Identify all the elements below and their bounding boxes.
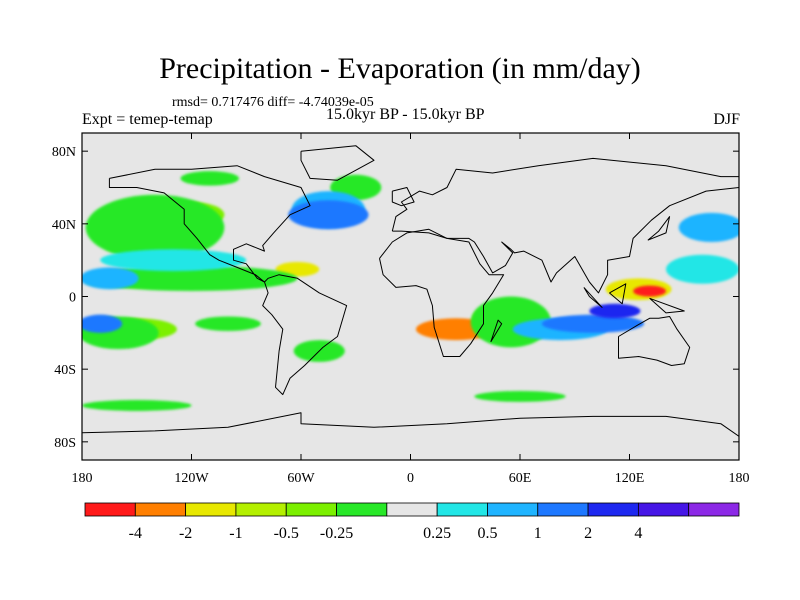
field-region: [100, 249, 247, 272]
plot-title: Precipitation - Evaporation (in mm/day): [159, 52, 641, 85]
colorbar-swatch: [487, 502, 539, 517]
colorbar-swatch: [134, 502, 187, 517]
coastline-layer: [82, 145, 739, 437]
colorbar-swatch: [436, 502, 488, 517]
colorbar-label: -0.25: [320, 525, 353, 542]
coastline: [583, 287, 603, 308]
field-region: [666, 254, 739, 284]
colorbar-swatch: [386, 502, 438, 517]
lon-tick-label: 180: [729, 471, 750, 486]
field-region: [85, 265, 298, 292]
lat-tick-label: 80S: [54, 436, 76, 451]
coastline: [649, 297, 685, 314]
coastline: [379, 228, 505, 357]
colorbar-label: -0.5: [274, 525, 299, 542]
coastline: [618, 316, 691, 366]
colorbar-swatch: [688, 502, 740, 517]
colorbar-swatch: [637, 502, 690, 517]
field-region: [82, 267, 139, 290]
period-label: 15.0kyr BP - 15.0kyr BP: [326, 106, 485, 123]
lon-tick-label: 120W: [174, 471, 209, 486]
colorbar-swatch: [285, 502, 337, 517]
colorbar-label: -1: [229, 525, 242, 542]
lon-tick-label: 60W: [287, 471, 315, 486]
stats-label: rmsd= 0.717476 diff= -4.74039e-05: [172, 95, 374, 110]
lat-tick-label: 80N: [52, 145, 76, 160]
colorbar-label: -2: [179, 525, 192, 542]
colorbar-swatch: [235, 502, 287, 517]
colorbar-label: 0.25: [423, 525, 451, 542]
field-region: [633, 285, 666, 297]
field-region: [85, 194, 225, 261]
field-region: [474, 390, 566, 402]
field-region: [589, 303, 641, 319]
expt-label: Expt = temep-temap: [82, 111, 213, 128]
colorbar-label: 1: [534, 525, 542, 542]
lat-tick-label: 40N: [52, 218, 76, 233]
colorbar: -4 -2 -1 -0.5 -0.25 0.25 0.5 1 2 4: [84, 502, 740, 542]
field-region: [82, 400, 192, 411]
field-region: [288, 200, 369, 230]
lon-tick-label: 120E: [615, 471, 645, 486]
field-region: [644, 231, 688, 253]
field-region: [678, 212, 739, 242]
colorbar-label: 0.5: [477, 525, 497, 542]
lat-tick-label: 0: [69, 291, 76, 306]
coastline: [391, 187, 415, 207]
coastline: [647, 216, 671, 241]
colorbar-swatch: [336, 502, 388, 517]
coastline: [300, 145, 375, 181]
colorbar-label: 4: [634, 525, 642, 542]
field-region: [195, 316, 261, 332]
coastline: [82, 412, 739, 437]
lon-tick-label: 60E: [509, 471, 532, 486]
colorbar-swatch: [587, 502, 639, 517]
axis-ticks: 80N 40N 0 40S 80S 180 120W 60W 0 60E 120E 180: [52, 133, 750, 486]
field-region: [541, 314, 645, 333]
field-region: [82, 314, 123, 333]
coastline: [609, 283, 627, 305]
season-label: DJF: [713, 111, 740, 128]
colorbar-swatch: [84, 502, 136, 517]
lon-tick-label: 0: [407, 471, 414, 486]
colorbar-label: -4: [129, 525, 142, 542]
coastline: [391, 157, 739, 294]
colorbar-label: 2: [584, 525, 592, 542]
coastline: [108, 165, 348, 396]
colorbar-swatch: [537, 502, 589, 517]
lat-tick-label: 40S: [54, 363, 76, 378]
coastline: [490, 319, 503, 343]
colorbar-swatch: [185, 502, 237, 517]
lon-tick-label: 180: [72, 471, 93, 486]
field-region: [180, 171, 239, 186]
